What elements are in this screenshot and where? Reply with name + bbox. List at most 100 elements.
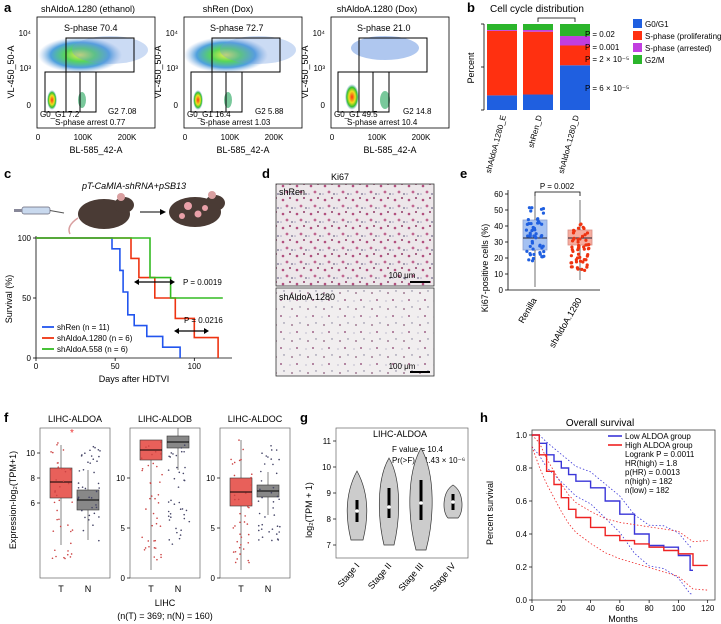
data-point	[95, 506, 98, 509]
stat-label: n(high) = 182	[625, 477, 673, 486]
y-tick-label: 5	[211, 524, 216, 533]
data-point	[231, 463, 234, 465]
data-point	[175, 527, 177, 530]
data-point	[77, 496, 80, 499]
data-point	[167, 515, 170, 518]
data-point	[53, 501, 56, 504]
data-point	[260, 528, 263, 530]
x-tick-label: 60	[615, 604, 624, 613]
category-label: shAldoA.1280_E	[484, 114, 508, 174]
data-point	[151, 453, 153, 456]
data-point	[69, 556, 72, 558]
scale-label: 100 μm	[389, 362, 416, 371]
data-point	[267, 456, 269, 458]
data-point	[148, 545, 150, 548]
data-point	[270, 458, 273, 460]
data-point	[264, 516, 266, 518]
data-point	[585, 231, 590, 235]
data-point	[62, 449, 65, 451]
data-point	[238, 439, 240, 441]
y-tick-label: 10	[494, 270, 503, 279]
data-point	[144, 547, 147, 549]
panel-c: c pT-CaMIA-shRNA+pSB13 Survival (%) 0 50	[4, 166, 232, 384]
data-point	[257, 500, 260, 502]
legend-swatch	[633, 55, 642, 64]
panel-h: h Overall survival Percent survival 0.00…	[480, 410, 716, 624]
data-point	[536, 220, 541, 224]
data-point	[160, 556, 162, 559]
stat-label: HR(high) = 1.8	[625, 459, 678, 468]
p-value-label: P = 2 × 10⁻⁵	[585, 55, 629, 64]
data-point	[184, 466, 186, 469]
legend-label: shAldoA.558 (n = 6)	[57, 345, 128, 354]
data-point	[233, 474, 236, 477]
panel-g: g LIHC-ALDOA F value = 10.4 Pr(>F) = 1.4…	[300, 410, 469, 594]
plot-frame	[129, 427, 201, 579]
stat-label: n(low) = 182	[625, 486, 670, 495]
data-point	[157, 493, 160, 496]
y-tick-label: 30	[494, 238, 503, 247]
data-point	[140, 457, 143, 460]
data-point	[530, 206, 534, 210]
y-tick-label: 8	[327, 515, 332, 524]
data-point	[532, 234, 536, 238]
box-t	[139, 439, 163, 570]
x-tick-label: 100	[188, 362, 202, 371]
data-point	[155, 522, 158, 525]
data-point	[570, 245, 574, 249]
data-point	[275, 472, 278, 475]
y-tick-label: 0	[121, 574, 126, 583]
data-point	[98, 455, 100, 458]
data-point	[176, 466, 178, 469]
panel-a: a shAldoA.1280 (ethanol) S-phase 70.4 G0…	[4, 0, 450, 155]
data-point	[276, 495, 279, 498]
data-point	[154, 539, 157, 542]
data-point	[185, 509, 188, 512]
y-tick-label: 10	[116, 474, 125, 483]
p-value-label: P = 0.002	[540, 182, 575, 191]
data-point	[153, 540, 155, 542]
data-point	[528, 251, 532, 256]
data-point	[147, 445, 150, 447]
data-point	[173, 477, 176, 480]
data-point	[77, 482, 80, 484]
x-axis-label: BL-585_42-A	[216, 145, 269, 155]
data-point	[530, 228, 534, 233]
x-tick: 200K	[412, 133, 431, 142]
group-label: T	[238, 584, 244, 594]
data-point	[55, 479, 57, 481]
data-point	[524, 228, 529, 232]
data-point	[261, 523, 264, 526]
significance-bracket	[537, 17, 576, 22]
y-tick: 0	[27, 101, 32, 110]
data-point	[532, 252, 536, 257]
y-tick: 0	[321, 101, 326, 110]
data-point	[157, 502, 160, 504]
data-point	[582, 258, 586, 262]
gate-g2	[225, 71, 243, 113]
data-point	[97, 448, 100, 451]
data-point	[541, 244, 545, 248]
y-tick: 0	[174, 101, 179, 110]
panel-letter-f: f	[4, 410, 9, 425]
y-tick-label: 10	[322, 463, 331, 472]
plot-title: Overall survival	[566, 418, 634, 429]
data-point	[54, 491, 56, 493]
data-point	[525, 249, 529, 253]
data-point	[242, 548, 245, 550]
data-point	[81, 486, 84, 488]
data-point	[234, 498, 236, 501]
y-tick: 10³	[313, 64, 325, 73]
data-point	[156, 517, 158, 520]
legend-label: S-phase (arrested)	[645, 44, 712, 53]
stage-label: Stage II	[366, 561, 394, 591]
category-labels: shAldoA.1280_E shRen_D shAldoA.1280_D	[484, 114, 581, 175]
data-point	[59, 525, 62, 528]
axis-ticks: 0 50 100 0 50 100	[18, 234, 202, 371]
y-tick-label: 50	[494, 206, 503, 215]
bar-segment	[523, 31, 553, 95]
group-label: Renilla	[516, 296, 538, 325]
data-point	[526, 217, 530, 222]
data-point	[538, 244, 542, 248]
y-tick: 10⁴	[166, 29, 179, 38]
